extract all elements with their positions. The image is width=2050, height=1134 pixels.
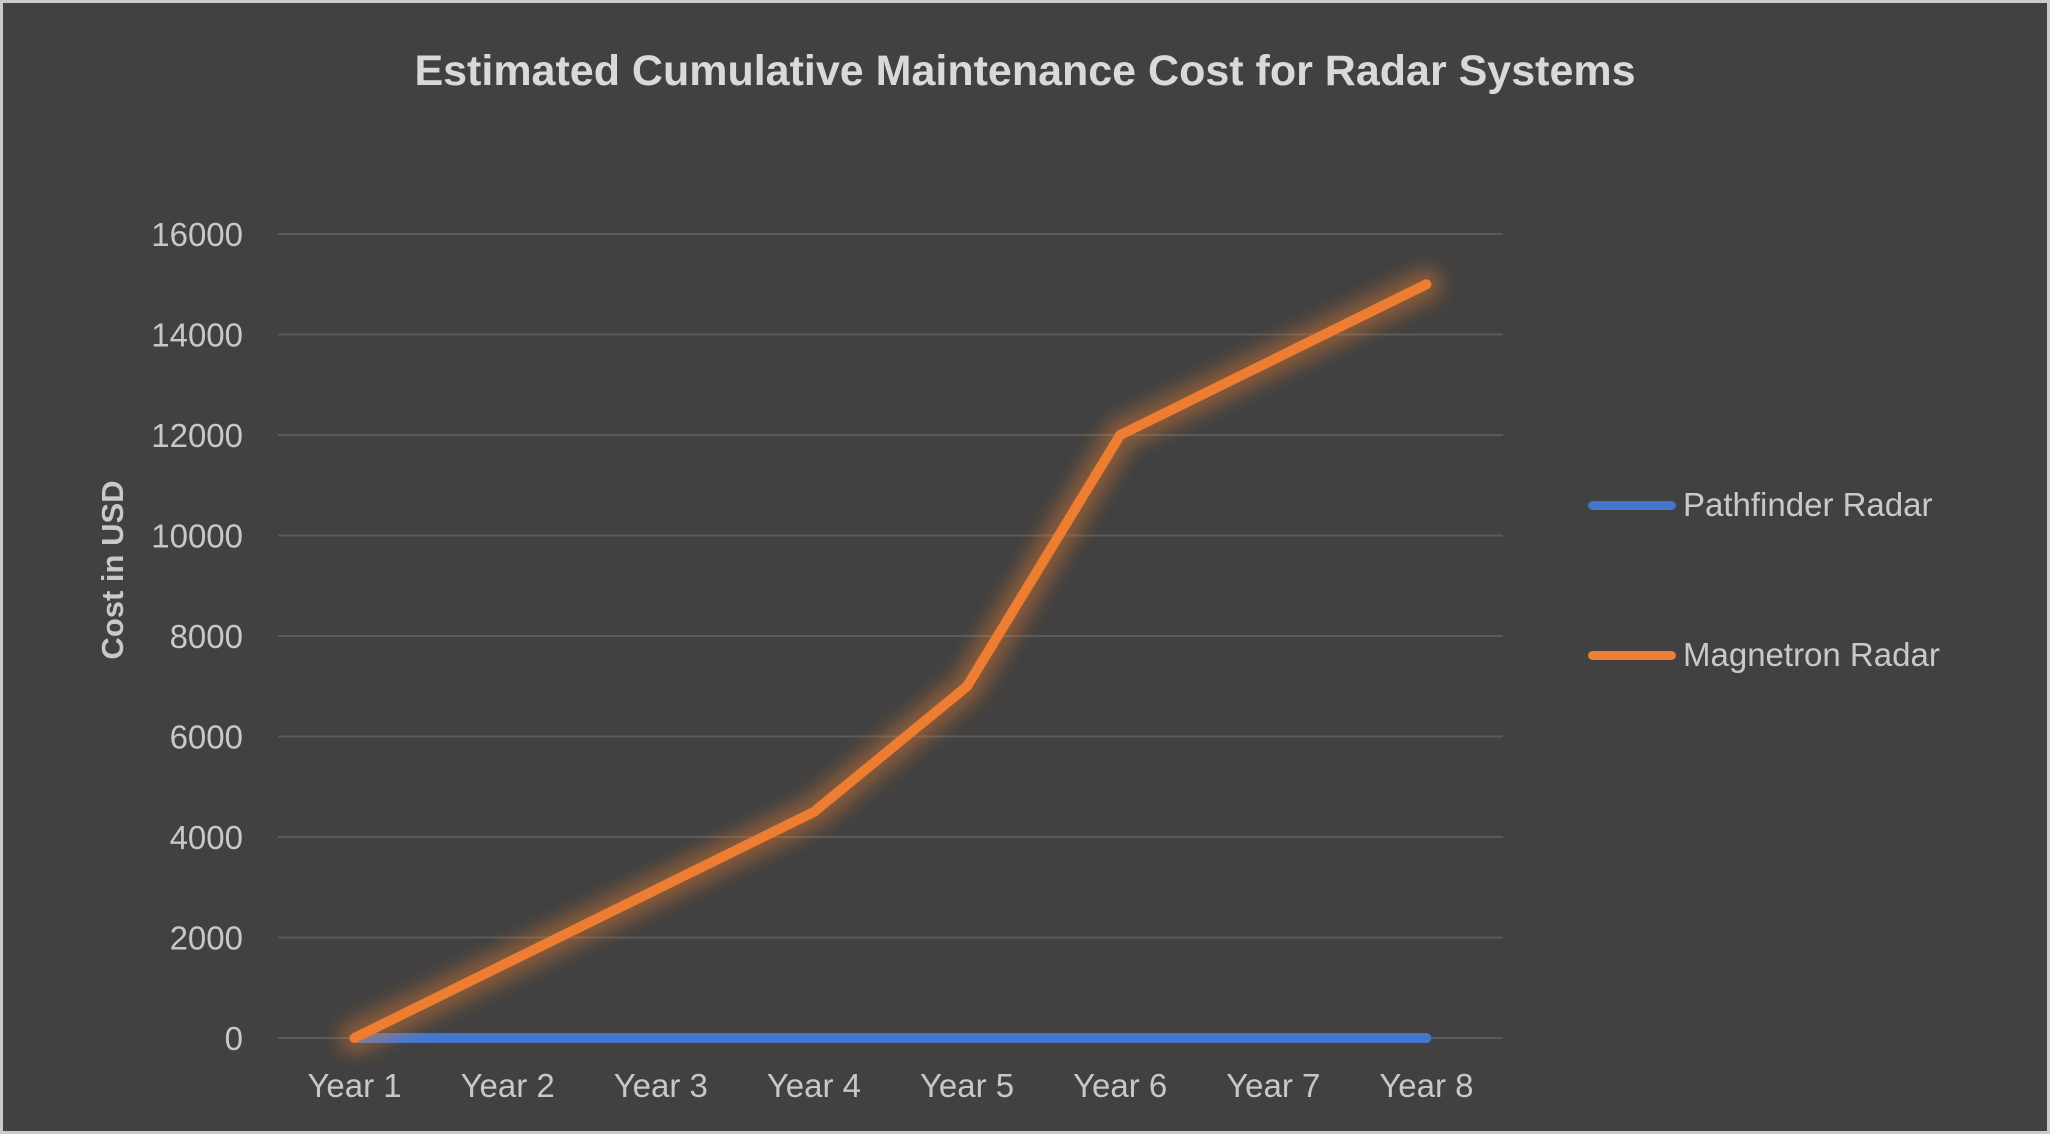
y-tick-label: 12000 <box>151 417 243 454</box>
x-tick-label: Year 4 <box>767 1067 861 1104</box>
pathfinder-line-swatch <box>1588 500 1676 510</box>
x-tick-label: Year 2 <box>461 1067 555 1104</box>
legend-entry-pathfinder: Pathfinder Radar <box>1588 483 1932 527</box>
y-tick-label: 10000 <box>151 518 243 555</box>
x-tick-label: Year 6 <box>1073 1067 1167 1104</box>
legend-entry-magnetron: Magnetron Radar <box>1588 633 1940 677</box>
plot-area: 0 2000 4000 6000 8000 10000 12000 14000 16000 Yea… <box>151 216 1503 1104</box>
y-tick-label: 2000 <box>170 920 243 957</box>
x-tick-label: Year 3 <box>614 1067 708 1104</box>
x-tick-label: Year 5 <box>920 1067 1014 1104</box>
y-tick-label: 0 <box>225 1020 243 1057</box>
legend-label-pathfinder: Pathfinder Radar <box>1683 486 1933 523</box>
chart-title: Estimated Cumulative Maintenance Cost fo… <box>414 47 1636 95</box>
y-tick-label: 4000 <box>170 819 243 856</box>
magnetron-radar-line <box>349 279 1432 1043</box>
y-tick-label: 16000 <box>151 216 243 253</box>
y-tick-label: 8000 <box>170 618 243 655</box>
legend-label-magnetron: Magnetron Radar <box>1683 636 1940 673</box>
magnetron-line-swatch <box>1588 650 1676 660</box>
y-tick-label: 14000 <box>151 317 243 354</box>
x-tick-label: Year 1 <box>307 1067 401 1104</box>
magnetron-radar-glow <box>338 268 1443 1054</box>
y-tick-label: 6000 <box>170 719 243 756</box>
x-tick-label: Year 8 <box>1379 1067 1473 1104</box>
x-tick-label: Year 7 <box>1226 1067 1320 1104</box>
